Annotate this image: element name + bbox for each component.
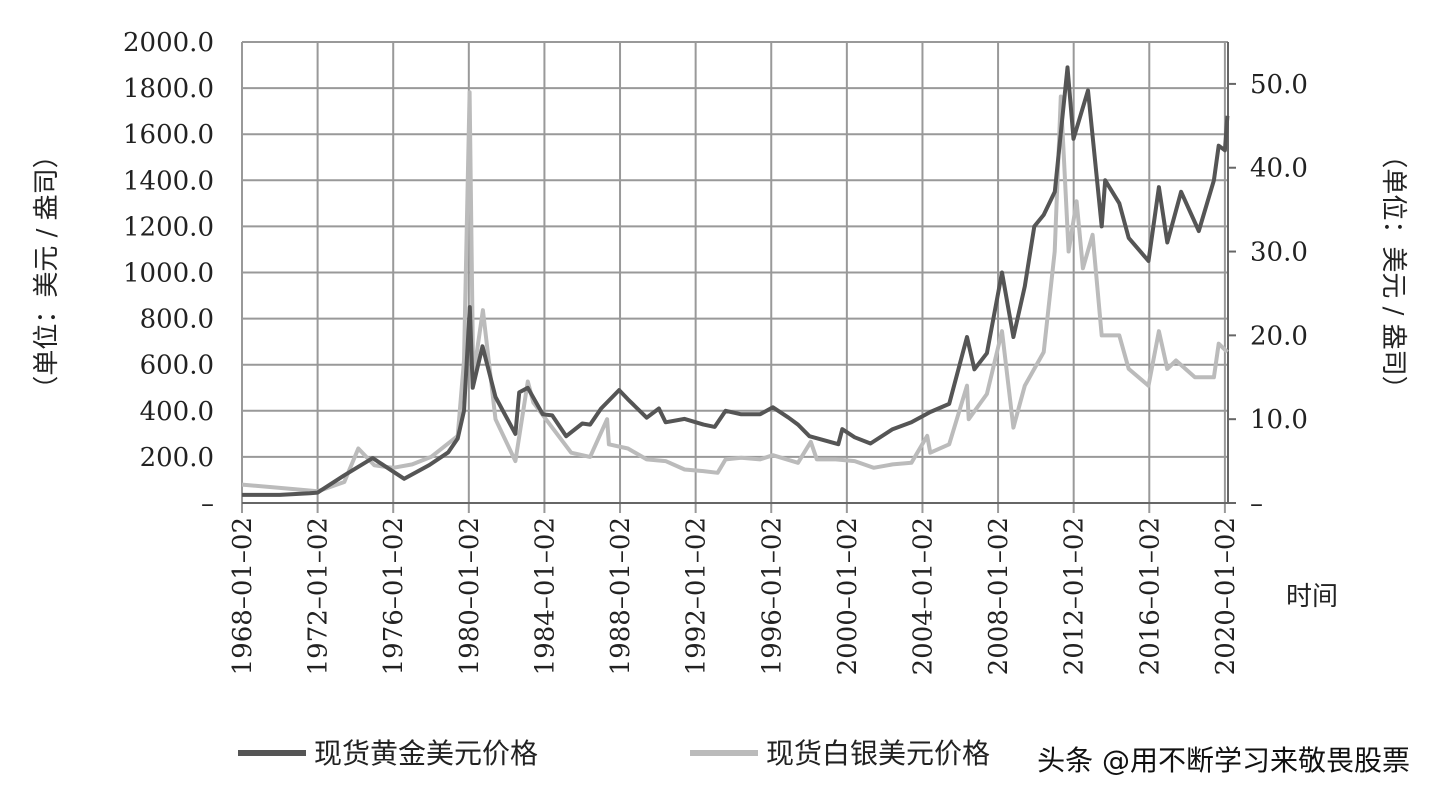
- x-tick-label: 2004–01–02: [908, 517, 938, 675]
- x-tick-label: 2012–01–02: [1060, 517, 1090, 675]
- legend-label: 现货黄金美元价格: [314, 737, 538, 770]
- y-tick-label: 400.0: [140, 397, 214, 427]
- x-axis-label: 时间: [1286, 582, 1338, 612]
- x-tick-label: 2000–01–02: [833, 517, 863, 675]
- y-tick-label: –: [201, 489, 214, 519]
- y-axis-label: （单位：美元 / 盎司）: [32, 142, 62, 401]
- y-tick-label: 200.0: [140, 443, 214, 473]
- y-tick-label: 2000.0: [123, 28, 214, 58]
- x-tick-label: 2020–01–02: [1211, 517, 1241, 675]
- y-tick-label: 1200.0: [123, 212, 214, 242]
- x-tick-label: 1996–01–02: [757, 517, 787, 675]
- x-tick-label: 1972–01–02: [304, 517, 334, 675]
- y-tick-label: 600.0: [140, 351, 214, 381]
- watermark: 头条 @用不断学习来敬畏股票: [1037, 744, 1410, 777]
- grid: [241, 41, 1228, 513]
- x-tick-label: 1976–01–02: [379, 517, 409, 675]
- x-tick-label: 1984–01–02: [530, 517, 560, 675]
- x-tick-label: 1988–01–02: [606, 517, 636, 675]
- y2-tick-label: –: [1250, 489, 1263, 519]
- x-tick-label: 1968–01–02: [228, 517, 258, 675]
- x-tick-label: 1992–01–02: [682, 517, 712, 675]
- y-tick-label: 800.0: [140, 305, 214, 335]
- y2-tick-label: 50.0: [1250, 70, 1308, 100]
- y-tick-label: 1000.0: [123, 259, 214, 289]
- y-tick-label: 1400.0: [123, 166, 214, 196]
- y-tick-label: 1600.0: [123, 120, 214, 150]
- legend-label: 现货白银美元价格: [766, 737, 990, 770]
- y2-tick-label: 30.0: [1250, 238, 1308, 268]
- y2-axis-label: （单位：美元 / 盎司）: [1378, 142, 1408, 401]
- x-tick-label: 2008–01–02: [984, 517, 1014, 675]
- series-line: [241, 90, 1229, 494]
- y2-tick-label: 40.0: [1250, 154, 1308, 184]
- y2-tick-label: 20.0: [1250, 321, 1308, 351]
- y2-tick-label: 10.0: [1250, 405, 1308, 435]
- x-tick-label: 1980–01–02: [455, 517, 485, 675]
- series-line: [242, 65, 1230, 497]
- x-tick-label: 2016–01–02: [1135, 517, 1165, 675]
- y-tick-label: 1800.0: [123, 74, 214, 104]
